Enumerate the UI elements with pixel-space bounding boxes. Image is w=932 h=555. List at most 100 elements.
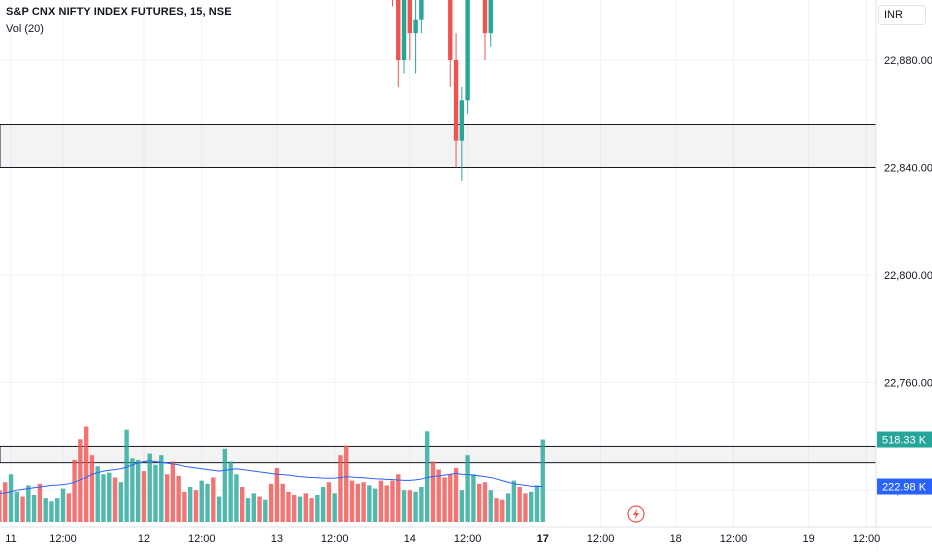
volume-ma-tag-bg	[877, 478, 932, 495]
volume-bar	[453, 467, 459, 522]
time-tick-label: 12:00	[454, 533, 482, 545]
volume-bar	[118, 482, 124, 522]
volume-bar	[505, 493, 511, 522]
volume-bar	[361, 482, 366, 522]
price-tick-label: 22,800.00	[884, 270, 932, 282]
volume-bar	[378, 480, 384, 522]
candle	[391, 0, 393, 7]
volume-bar	[153, 464, 158, 522]
time-tick-label: 12:00	[49, 533, 77, 545]
volume-bar	[234, 474, 239, 522]
time-tick-label: 12:00	[188, 533, 216, 545]
volume-bar	[216, 496, 222, 522]
volume-ma-tag-text: 222.98 K	[882, 482, 927, 494]
volume-bar	[26, 485, 31, 522]
volume-value-tag: 518.33 K	[877, 431, 932, 448]
volume-bar	[309, 498, 314, 522]
symbol-title[interactable]: S&P CNX NIFTY INDEX FUTURES, 15, NSE	[6, 6, 232, 18]
volume-bar	[72, 459, 77, 522]
volume-bar	[320, 487, 326, 522]
volume-value-tag-text: 518.33 K	[882, 435, 927, 447]
volume-bar	[205, 483, 210, 522]
volume-bar	[303, 493, 308, 522]
volume-bar	[488, 490, 493, 522]
volume-bar	[170, 461, 176, 522]
candle-body	[401, 0, 407, 60]
volume-ma-tag: 222.98 K	[877, 478, 932, 495]
volume-bar	[159, 455, 164, 522]
candle-body	[465, 0, 470, 101]
time-tick-label: 12:00	[321, 533, 349, 545]
volume-bar	[245, 498, 251, 522]
volume-bar	[101, 474, 106, 522]
time-tick-label: 14	[404, 533, 416, 545]
candle	[407, 0, 413, 60]
volume-bar	[193, 490, 199, 522]
volume-bar	[49, 501, 54, 522]
candle-body	[396, 0, 401, 60]
time-tick-label: 11	[5, 533, 16, 545]
candle-body	[448, 0, 453, 60]
candle-body	[413, 19, 418, 34]
volume-bar	[315, 494, 320, 522]
volume-bar	[500, 499, 505, 522]
candles	[391, 0, 493, 181]
lightning-icon[interactable]	[627, 505, 645, 523]
volume-bar	[396, 474, 401, 522]
candle	[453, 33, 459, 168]
price-axis: 22,720.0022,760.0022,800.0022,840.0022,8…	[875, 0, 932, 550]
candle	[488, 0, 493, 47]
volume-bar	[344, 445, 349, 522]
volume-bar	[274, 467, 280, 522]
volume-bar	[424, 431, 430, 522]
supply-demand-zone	[0, 124, 877, 168]
volume-bar	[430, 461, 436, 522]
candle	[459, 86, 465, 181]
volume-bar	[297, 496, 303, 522]
time-axis: 11 12:00 12 12:00 13 12:00 14 12:00 17 12:00 18 12:…	[0, 526, 932, 550]
time-tick-label: 17	[537, 533, 549, 545]
volume-bar	[135, 459, 141, 522]
volume-bar	[534, 485, 540, 522]
time-tick-label: 13	[271, 533, 283, 545]
candle	[448, 0, 453, 87]
time-tick-label: 19	[803, 533, 815, 545]
candle	[401, 0, 407, 74]
volume-bar	[523, 493, 528, 522]
candle-body	[459, 100, 465, 141]
volume-bar	[476, 483, 482, 522]
volume-bar	[471, 474, 476, 522]
volume-bar	[78, 439, 83, 522]
volume-bar	[3, 482, 8, 522]
candle-body	[482, 0, 488, 34]
volume-bar	[211, 477, 216, 522]
volume-bar	[286, 491, 291, 522]
currency-button[interactable]: INR	[878, 5, 926, 25]
candle	[419, 0, 424, 34]
volume-bar	[367, 485, 372, 522]
volume-value-tag-bg	[877, 431, 932, 448]
volume-bar	[401, 490, 407, 522]
candle	[482, 0, 488, 60]
zones	[0, 124, 877, 464]
volume-bar	[14, 491, 19, 522]
volume-bar	[540, 439, 545, 522]
volume-bars	[0, 426, 545, 522]
volume-bar	[222, 448, 228, 522]
candle	[413, 0, 418, 74]
volume-bar	[0, 490, 2, 522]
candle-body	[453, 60, 459, 141]
volume-bar	[20, 496, 25, 522]
time-tick-label: 12:00	[587, 533, 615, 545]
candle-body	[407, 0, 413, 34]
volume-bar	[240, 487, 245, 522]
volume-bar	[355, 483, 360, 522]
volume-bar	[372, 488, 378, 522]
volume-indicator-label[interactable]: Vol (20)	[6, 23, 44, 35]
volume-bar	[43, 498, 48, 522]
volume-bar	[263, 499, 268, 522]
time-axis-bg	[0, 527, 876, 550]
volume-bar	[349, 480, 355, 522]
